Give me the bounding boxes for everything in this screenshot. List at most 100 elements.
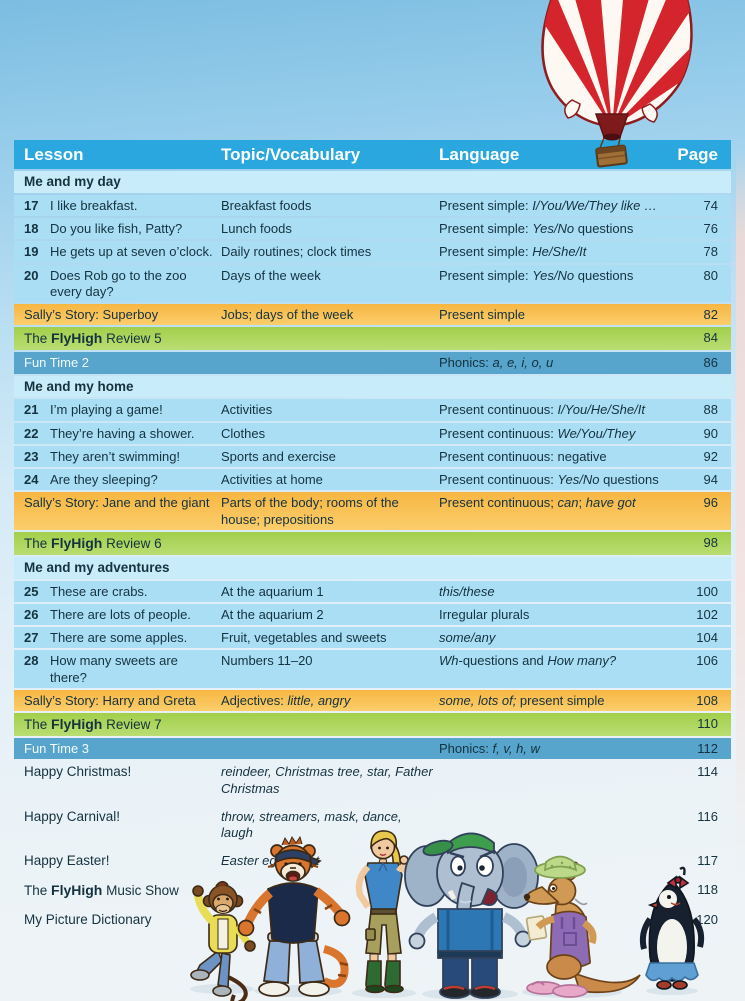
row-label: Me and my adventures [24, 559, 170, 575]
row-label: My Picture Dictionary [24, 912, 152, 927]
page-number: 112 [697, 741, 718, 756]
row-label: Fun Time 3 [24, 741, 90, 756]
topic-cell: throw, streamers, mask, dance, laugh [221, 808, 402, 840]
row-label: Happy Carnival! [24, 808, 121, 824]
toc-row-lesson-26: 26 There are lots of people. At the aquari… [14, 603, 731, 626]
toc-row-plain-27: My Picture Dictionary 120 [14, 909, 731, 931]
lesson-title: They’re having a shower. [50, 425, 195, 441]
page-number: 100 [696, 583, 718, 599]
topic-cell: Clothes [221, 425, 266, 441]
lesson-cell: 28 How many sweets are there? [14, 650, 221, 688]
lesson-number: 24 [24, 472, 39, 488]
page-number: 106 [696, 653, 718, 669]
language-cell: Phonics: a, e, i, o, u [439, 355, 554, 371]
toc-row-lesson-27: 27 There are some apples. Fruit, vegetable… [14, 627, 731, 649]
hot-air-balloon-illustration [541, 0, 693, 168]
language-cell: Present simple [439, 307, 525, 323]
toc-row-section-8: Me and my home [14, 375, 731, 398]
toc-rows: Me and my day 17 I like breakfast. Breakfas… [14, 171, 731, 931]
page-number [681, 557, 731, 562]
row-label: The FlyHigh Review 6 [24, 534, 162, 551]
lesson-cell: 25 These are crabs. [14, 581, 221, 602]
lesson-cell: 27 There are some apples. [14, 627, 221, 648]
toc-row-lesson-24: 24 Are they sleeping? Activities at home Pr… [14, 469, 731, 491]
topic-cell: Activities at home [221, 472, 323, 488]
row-label: Me and my home [24, 378, 134, 394]
row-label: The FlyHigh Music Show [24, 882, 179, 899]
lesson-title: I like breakfast. [50, 197, 138, 213]
elephant-character [404, 832, 539, 999]
lesson-number: 28 [24, 653, 39, 669]
row-label: Happy Easter! [24, 853, 110, 869]
toc-row-lesson-19: 19 He gets up at seven o’clock. Daily rout… [14, 241, 731, 263]
row-label: The FlyHigh Review 5 [24, 330, 162, 347]
row-label: Me and my day [24, 174, 121, 189]
topic-cell: Jobs; days of the week [221, 307, 354, 323]
column-header-page: Page [677, 145, 718, 164]
page-number: 78 [703, 244, 718, 260]
page-number: 114 [697, 764, 718, 780]
language-cell: Present continuous: Yes/No questions [439, 472, 659, 488]
lesson-title: Does Rob go to the zoo every day? [50, 267, 187, 299]
page-number: 92 [703, 448, 718, 464]
lesson-title: How many sweets are there? [50, 653, 178, 685]
toc-row-review-21: The FlyHigh Review 7 110 [14, 713, 731, 736]
lesson-cell: 23 They aren’t swimming! [14, 446, 221, 467]
row-label: Happy Christmas! [24, 764, 132, 780]
page-number: 84 [703, 330, 718, 346]
topic-cell: Numbers 11–20 [221, 653, 313, 669]
topic-cell: Activities [221, 402, 273, 418]
lesson-title: Do you like fish, Patty? [50, 221, 183, 237]
topic-cell: Breakfast foods [221, 197, 312, 213]
page-number: 82 [703, 307, 718, 323]
toc-row-funtime-7: Fun Time 2 Phonics: a, e, i, o, u 86 [14, 352, 731, 374]
lesson-cell: 17 I like breakfast. [14, 195, 221, 216]
topic-cell: At the aquarium 1 [221, 583, 324, 599]
toc-row-story-13: Sally’s Story: Jane and the giant Parts o… [14, 492, 731, 530]
language-cell: Present simple: Yes/No questions [439, 221, 634, 237]
row-label: Fun Time 2 [24, 355, 90, 371]
toc-row-lesson-21: 21 I’m playing a game! Activities Present c… [14, 399, 731, 421]
page-number: 88 [703, 402, 718, 418]
column-header-lesson: Lesson [24, 145, 84, 164]
page-number: 118 [697, 882, 718, 898]
topic-cell: Lunch foods [221, 221, 292, 237]
page-number: 120 [696, 912, 718, 927]
language-cell [439, 761, 681, 766]
page-number: 104 [696, 630, 718, 646]
toc-row-plain-23: Happy Christmas! reindeer, Christmas tree… [14, 761, 731, 799]
toc-row-section-15: Me and my adventures [14, 556, 731, 579]
row-label: The FlyHigh Review 7 [24, 716, 162, 733]
lesson-title: Are they sleeping? [50, 472, 158, 488]
page-number: 117 [697, 853, 718, 869]
language-cell: Irregular plurals [439, 606, 530, 622]
tiger-character [237, 835, 351, 997]
lesson-cell: 18 Do you like fish, Patty? [14, 218, 221, 239]
lesson-cell: 24 Are they sleeping? [14, 469, 221, 490]
page-number: 86 [703, 355, 718, 371]
toc-row-review-14: The FlyHigh Review 6 98 [14, 531, 731, 555]
toc-row-lesson-18: 18 Do you like fish, Patty? Lunch foods Pre… [14, 218, 731, 240]
girl-character [355, 830, 409, 994]
lesson-cell: 26 There are lots of people. [14, 604, 221, 625]
toc-row-review-6: The FlyHigh Review 5 84 [14, 327, 731, 351]
row-label: Sally’s Story: Harry and Greta [24, 692, 196, 708]
toc-row-lesson-22: 22 They’re having a shower. Clothes Present… [14, 422, 731, 444]
column-header-language: Language [439, 145, 520, 164]
topic-cell [221, 352, 439, 357]
kangaroo-character [523, 855, 641, 998]
page-number: 74 [703, 197, 718, 213]
language-cell: some/any [439, 630, 496, 646]
language-cell: Present simple: I/You/We/They like … [439, 197, 657, 213]
language-cell: Phonics: f, v, h, w [439, 741, 540, 756]
language-cell: Present continuous: negative [439, 448, 607, 464]
toc-row-lesson-17: 17 I like breakfast. Breakfast foods Presen… [14, 194, 731, 217]
lesson-title: I’m playing a game! [50, 402, 163, 418]
page-number [681, 376, 731, 381]
language-cell: Present continuous: I/You/He/She/It [439, 402, 645, 418]
page-number: 90 [703, 425, 718, 441]
language-cell [439, 806, 681, 811]
page-number: 108 [696, 692, 718, 708]
page-number: 76 [703, 221, 718, 237]
